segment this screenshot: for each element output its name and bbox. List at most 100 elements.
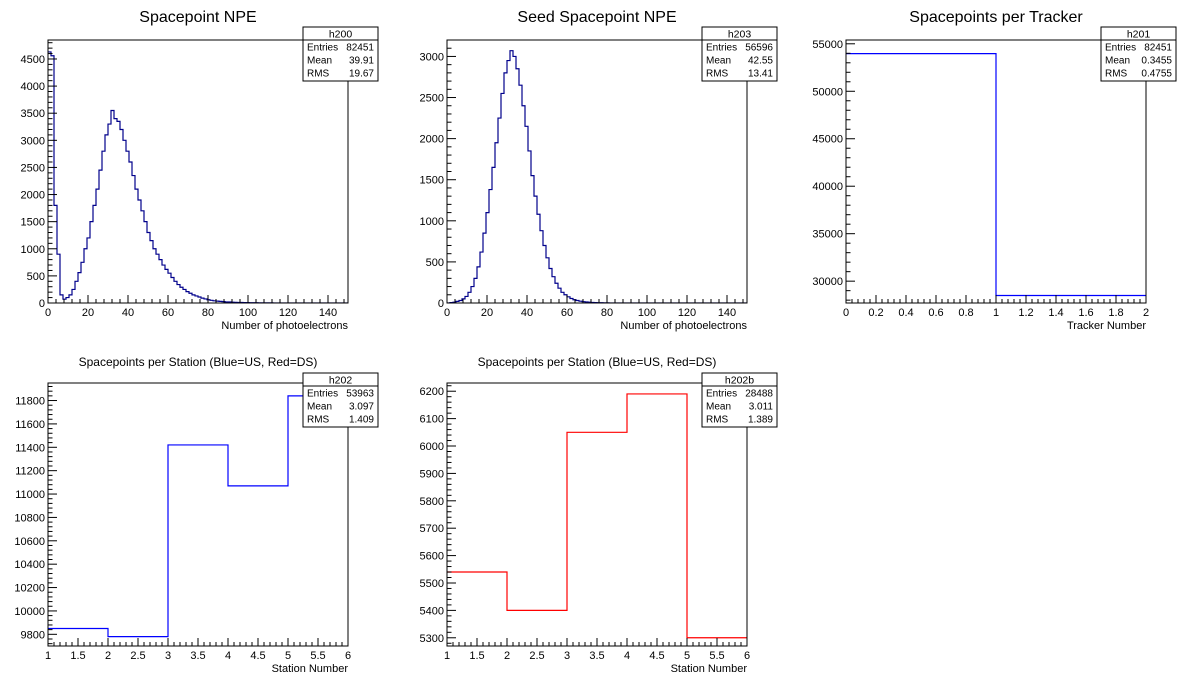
stats-value: 13.41 <box>748 69 773 80</box>
y-tick-label: 5700 <box>420 523 444 535</box>
x-tick-label: 5.5 <box>310 650 325 662</box>
y-tick-label: 55000 <box>812 39 843 51</box>
y-tick-label: 35000 <box>812 229 843 241</box>
chart-title: Seed Spacepoint NPE <box>517 9 676 26</box>
x-tick-label: 3 <box>165 650 171 662</box>
x-tick-label: 120 <box>279 307 297 319</box>
y-tick-label: 0 <box>438 298 444 310</box>
histogram-bin <box>510 51 513 303</box>
x-axis-label: Number of photoelectrons <box>620 320 747 332</box>
x-tick-label: 1 <box>444 650 450 662</box>
y-tick-label: 4000 <box>21 81 45 93</box>
stats-value: 42.55 <box>748 56 773 67</box>
stats-label: Mean <box>706 402 731 413</box>
chart-title: Spacepoint NPE <box>139 9 256 26</box>
histogram-bin <box>156 254 159 303</box>
y-tick-label: 6200 <box>420 386 444 398</box>
histogram-bin <box>516 69 519 303</box>
histogram-bin <box>105 135 108 303</box>
y-tick-label: 6100 <box>420 414 444 426</box>
x-tick-label: 4 <box>225 650 231 662</box>
x-tick-label: 140 <box>718 307 736 319</box>
histogram-bin <box>117 121 120 303</box>
histogram-bin <box>519 85 522 303</box>
y-tick-label: 500 <box>426 257 444 269</box>
y-tick-label: 5500 <box>420 578 444 590</box>
histogram-bin <box>96 189 99 303</box>
x-tick-label: 2 <box>105 650 111 662</box>
stats-hist-name: h202 <box>329 375 353 387</box>
histogram-bins <box>48 51 348 303</box>
stats-hist-name: h202b <box>725 375 754 387</box>
stats-value: 19.67 <box>349 69 374 80</box>
histogram-bin <box>288 396 348 646</box>
histogram-bins <box>447 393 747 639</box>
x-tick-label: 0.8 <box>958 307 973 319</box>
x-tick-label: 0.4 <box>898 307 913 319</box>
histogram-bin <box>525 126 528 303</box>
x-tick-label: 1.4 <box>1048 307 1063 319</box>
histogram-bins <box>846 53 1146 297</box>
histogram-bin <box>99 170 102 303</box>
stats-value: 3.011 <box>749 402 774 413</box>
chart-title: Spacepoints per Station (Blue=US, Red=DS… <box>79 355 318 369</box>
histogram-bins <box>48 395 348 646</box>
x-tick-label: 5.5 <box>709 650 724 662</box>
y-tick-label: 10000 <box>14 606 45 618</box>
histogram-bin <box>159 260 162 303</box>
stats-label: Mean <box>307 56 332 67</box>
stats-value: 53963 <box>346 389 374 400</box>
y-tick-label: 9800 <box>21 629 45 641</box>
y-tick-label: 5800 <box>420 496 444 508</box>
histogram-bin <box>108 124 111 303</box>
histogram-bin <box>501 93 504 303</box>
histogram-bin <box>129 162 132 303</box>
stats-value: 0.3455 <box>1141 56 1172 67</box>
x-axis-label: Station Number <box>671 663 748 675</box>
x-tick-label: 4.5 <box>250 650 265 662</box>
histogram-bin <box>162 265 165 303</box>
y-tick-label: 10600 <box>14 536 45 548</box>
x-tick-label: 1.2 <box>1018 307 1033 319</box>
y-tick-label: 3000 <box>420 51 444 63</box>
histogram-bin <box>522 106 525 303</box>
stats-label: RMS <box>1105 69 1128 80</box>
histogram-line <box>48 395 348 638</box>
chart-title: Spacepoints per Station (Blue=US, Red=DS… <box>478 355 717 369</box>
x-tick-label: 120 <box>678 307 696 319</box>
histogram-bin <box>126 151 129 303</box>
stats-box: h203 Entries 56596 Mean 42.55 RMS 13.41 <box>701 26 778 82</box>
stats-label: Entries <box>307 389 338 400</box>
histogram-bin <box>111 110 114 303</box>
stats-value: 82451 <box>1144 43 1172 54</box>
x-tick-label: 5 <box>684 650 690 662</box>
x-tick-label: 1.5 <box>70 650 85 662</box>
histogram-bin <box>153 249 156 303</box>
y-tick-label: 1500 <box>420 175 444 187</box>
y-tick-label: 40000 <box>812 181 843 193</box>
x-tick-label: 80 <box>601 307 613 319</box>
x-tick-label: 40 <box>122 307 134 319</box>
y-tick-label: 10800 <box>14 512 45 524</box>
x-tick-label: 40 <box>521 307 533 319</box>
y-tick-label: 10400 <box>14 559 45 571</box>
plot-frame <box>47 39 349 304</box>
stats-label: Mean <box>706 56 731 67</box>
x-tick-label: 2.5 <box>130 650 145 662</box>
y-tick-label: 11800 <box>15 396 45 408</box>
y-tick-label: 3500 <box>21 108 45 120</box>
x-axis-label: Station Number <box>272 663 349 675</box>
histogram-pad-h200: Spacepoint NPE 0 20 40 60 80 100 120 140 0 500 1000… <box>21 9 379 332</box>
histogram-bin <box>141 211 144 303</box>
x-tick-label: 80 <box>202 307 214 319</box>
y-tick-label: 4500 <box>21 54 45 66</box>
stats-label: Entries <box>307 43 338 54</box>
x-tick-label: 2 <box>504 650 510 662</box>
histogram-bin <box>504 73 507 303</box>
histogram-bin <box>513 56 516 303</box>
x-tick-label: 3.5 <box>190 650 205 662</box>
y-tick-label: 500 <box>27 271 45 283</box>
stats-box: h202 Entries 53963 Mean 3.097 RMS 1.409 <box>302 372 379 428</box>
stats-value: 28488 <box>745 389 773 400</box>
histogram-bin <box>138 200 141 303</box>
